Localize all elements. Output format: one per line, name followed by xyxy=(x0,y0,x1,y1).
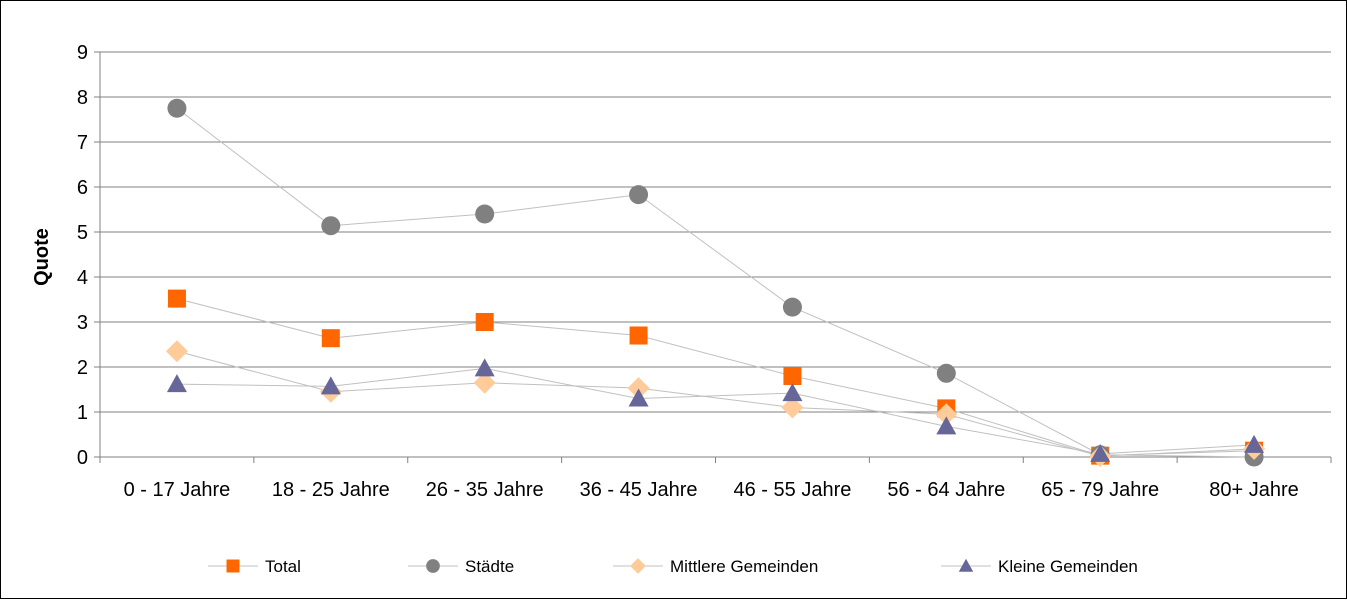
y-tick-labels: 0 1 2 3 4 5 6 7 8 9 xyxy=(77,42,88,469)
x-tick-label: 56 - 64 Jahre xyxy=(887,479,1005,501)
legend-item: Kleine Gemeinden xyxy=(941,557,1138,576)
x-tick-labels: 0 - 17 Jahre 18 - 25 Jahre 26 - 35 Jahre 36… xyxy=(124,479,1299,501)
x-tick-label: 0 - 17 Jahre xyxy=(124,479,231,501)
series-markers xyxy=(165,98,1266,468)
x-tick-label: 46 - 55 Jahre xyxy=(734,479,852,501)
y-tick-label: 4 xyxy=(77,267,88,289)
y-tick-label: 3 xyxy=(77,312,88,334)
data-point xyxy=(167,98,187,118)
data-point xyxy=(935,403,958,426)
data-point xyxy=(320,376,341,395)
legend-item: Mittlere Gemeinden xyxy=(613,557,818,576)
gridlines xyxy=(100,51,1331,413)
legend-label: Mittlere Gemeinden xyxy=(670,557,818,576)
legend-marker xyxy=(426,559,440,573)
series-points-3 xyxy=(166,358,1265,462)
data-point xyxy=(628,388,649,407)
data-point xyxy=(321,329,340,348)
data-point xyxy=(475,313,494,331)
x-tick-label: 80+ Jahre xyxy=(1209,479,1299,501)
data-point xyxy=(627,377,650,400)
y-tick-label: 5 xyxy=(77,222,88,244)
data-point xyxy=(166,374,187,393)
axes xyxy=(94,51,1332,463)
y-tick-label: 0 xyxy=(77,447,88,469)
legend-item: Total xyxy=(208,557,301,576)
data-point xyxy=(629,185,649,205)
series-line-0 xyxy=(176,298,1255,457)
data-point xyxy=(1244,434,1265,453)
data-point xyxy=(629,326,648,345)
legend-label: Total xyxy=(265,557,301,576)
data-point xyxy=(167,289,186,308)
legend-label: Städte xyxy=(465,557,514,576)
data-point xyxy=(781,396,804,419)
data-point xyxy=(782,297,802,317)
data-point xyxy=(936,416,957,435)
y-tick-label: 6 xyxy=(77,177,88,199)
y-tick-label: 2 xyxy=(77,357,88,379)
data-point xyxy=(783,367,802,385)
y-tick-label: 1 xyxy=(77,402,88,424)
legend-label: Kleine Gemeinden xyxy=(998,557,1138,576)
data-point xyxy=(782,383,803,402)
legend-marker xyxy=(958,558,974,572)
data-point xyxy=(321,216,341,236)
x-tick-label: 65 - 79 Jahre xyxy=(1041,479,1159,501)
series xyxy=(165,98,1266,468)
data-point xyxy=(473,371,496,394)
legend-marker xyxy=(630,558,646,574)
series-line-3 xyxy=(176,367,1255,455)
data-point xyxy=(936,363,956,383)
y-axis-title: Quote xyxy=(31,228,53,286)
data-point xyxy=(474,358,495,377)
data-point xyxy=(165,340,188,363)
legend-marker xyxy=(226,559,240,573)
data-point xyxy=(475,204,495,224)
y-tick-label: 9 xyxy=(77,42,88,64)
series-line-1 xyxy=(176,107,1255,458)
x-tick-label: 26 - 35 Jahre xyxy=(426,479,544,501)
legend-item: Städte xyxy=(408,557,514,576)
series-lines xyxy=(176,107,1255,458)
y-tick-label: 8 xyxy=(77,87,88,109)
x-tick-label: 36 - 45 Jahre xyxy=(580,479,698,501)
y-tick-label: 7 xyxy=(77,132,88,154)
x-tick-label: 18 - 25 Jahre xyxy=(272,479,390,501)
data-point xyxy=(1090,443,1111,462)
legend: Total Städte Mittlere Gemeinden Kleine Geme… xyxy=(208,557,1138,576)
series-points-0 xyxy=(167,289,1264,465)
series-points-1 xyxy=(167,98,1264,467)
